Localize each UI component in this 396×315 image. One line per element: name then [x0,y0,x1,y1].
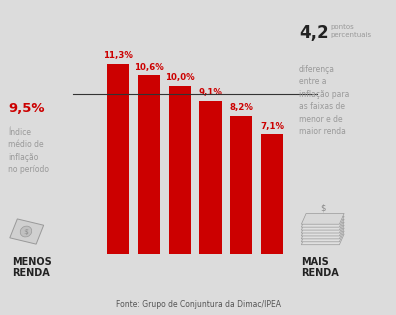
Bar [169,86,191,254]
Text: MAIS
RENDA: MAIS RENDA [301,257,339,278]
Polygon shape [301,216,344,227]
Text: Índice
médio de
inflação
no período: Índice médio de inflação no período [8,128,49,174]
Text: 4,2: 4,2 [299,24,329,42]
Polygon shape [301,231,344,242]
Text: $: $ [23,229,29,235]
Text: diferença
entre a
inflação para
as faixas de
menor e de
maior renda: diferença entre a inflação para as faixa… [299,65,349,136]
Text: 10,6%: 10,6% [134,63,164,72]
Polygon shape [301,225,344,236]
Text: 9,1%: 9,1% [198,88,223,97]
Text: $: $ [320,203,326,212]
Bar [199,101,221,254]
Text: 9,5%: 9,5% [8,102,44,115]
Polygon shape [301,222,344,233]
Polygon shape [301,234,344,245]
Text: Fonte: Grupo de Conjuntura da Dimac/IPEA: Fonte: Grupo de Conjuntura da Dimac/IPEA [116,300,280,309]
Polygon shape [301,214,344,224]
Text: 8,2%: 8,2% [229,103,253,112]
Text: 11,3%: 11,3% [103,51,133,60]
Text: MENOS
RENDA: MENOS RENDA [12,257,51,278]
Bar [138,76,160,254]
Bar [230,116,252,254]
Text: 10,0%: 10,0% [165,73,194,82]
Text: 7,1%: 7,1% [260,122,284,131]
Polygon shape [301,228,344,239]
Text: pontos
percentuais: pontos percentuais [331,24,372,37]
Bar [261,134,283,254]
Ellipse shape [20,226,32,237]
Bar [107,64,129,254]
Polygon shape [301,219,344,230]
Polygon shape [10,219,44,244]
